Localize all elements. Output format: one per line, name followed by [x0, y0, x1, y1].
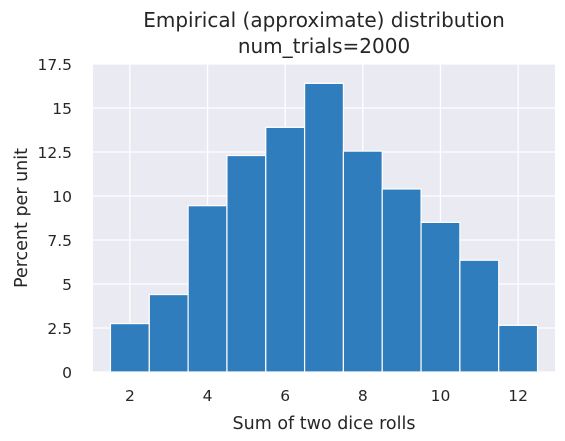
y-tick-label: 17.5: [37, 56, 72, 74]
histogram-bar-4: [187, 205, 228, 373]
chart-title-line-1: Empirical (approximate) distribution: [143, 8, 505, 32]
x-tick-label: 2: [125, 387, 135, 405]
y-tick-labels: 0 2.5 5 7.5 10 12.5 15 17.5: [37, 56, 72, 382]
x-tick-label: 6: [280, 387, 290, 405]
y-axis-label: Percent per unit: [12, 148, 32, 288]
y-tick-label: 12.5: [37, 144, 72, 162]
x-tick-label: 8: [358, 387, 368, 405]
histogram-bar-2: [109, 323, 150, 373]
y-tick-label: 10: [52, 188, 72, 206]
x-tick-label: 12: [508, 387, 528, 405]
histogram-bar-8: [342, 150, 383, 373]
histogram-bar-7: [303, 82, 345, 373]
histogram-bar-6: [265, 126, 306, 373]
histogram-bar-10: [420, 221, 461, 373]
y-tick-label: 0: [62, 364, 72, 382]
bars: [109, 82, 539, 373]
x-tick-labels: 2 4 6 8 10 12: [125, 387, 528, 405]
y-tick-label: 15: [52, 100, 72, 118]
chart-title-line-2: num_trials=2000: [238, 34, 410, 58]
y-tick-label: 2.5: [47, 320, 72, 338]
histogram-bar-12: [498, 324, 539, 373]
x-axis-label: Sum of two dice rolls: [233, 414, 416, 434]
histogram-bar-11: [459, 259, 500, 373]
x-tick-label: 4: [203, 387, 213, 405]
histogram-bar-9: [381, 188, 422, 373]
y-tick-label: 7.5: [47, 232, 72, 250]
x-tick-label: 10: [431, 387, 451, 405]
histogram-bar-3: [148, 293, 189, 373]
histogram-bar-5: [226, 154, 267, 373]
y-tick-label: 5: [62, 276, 72, 294]
